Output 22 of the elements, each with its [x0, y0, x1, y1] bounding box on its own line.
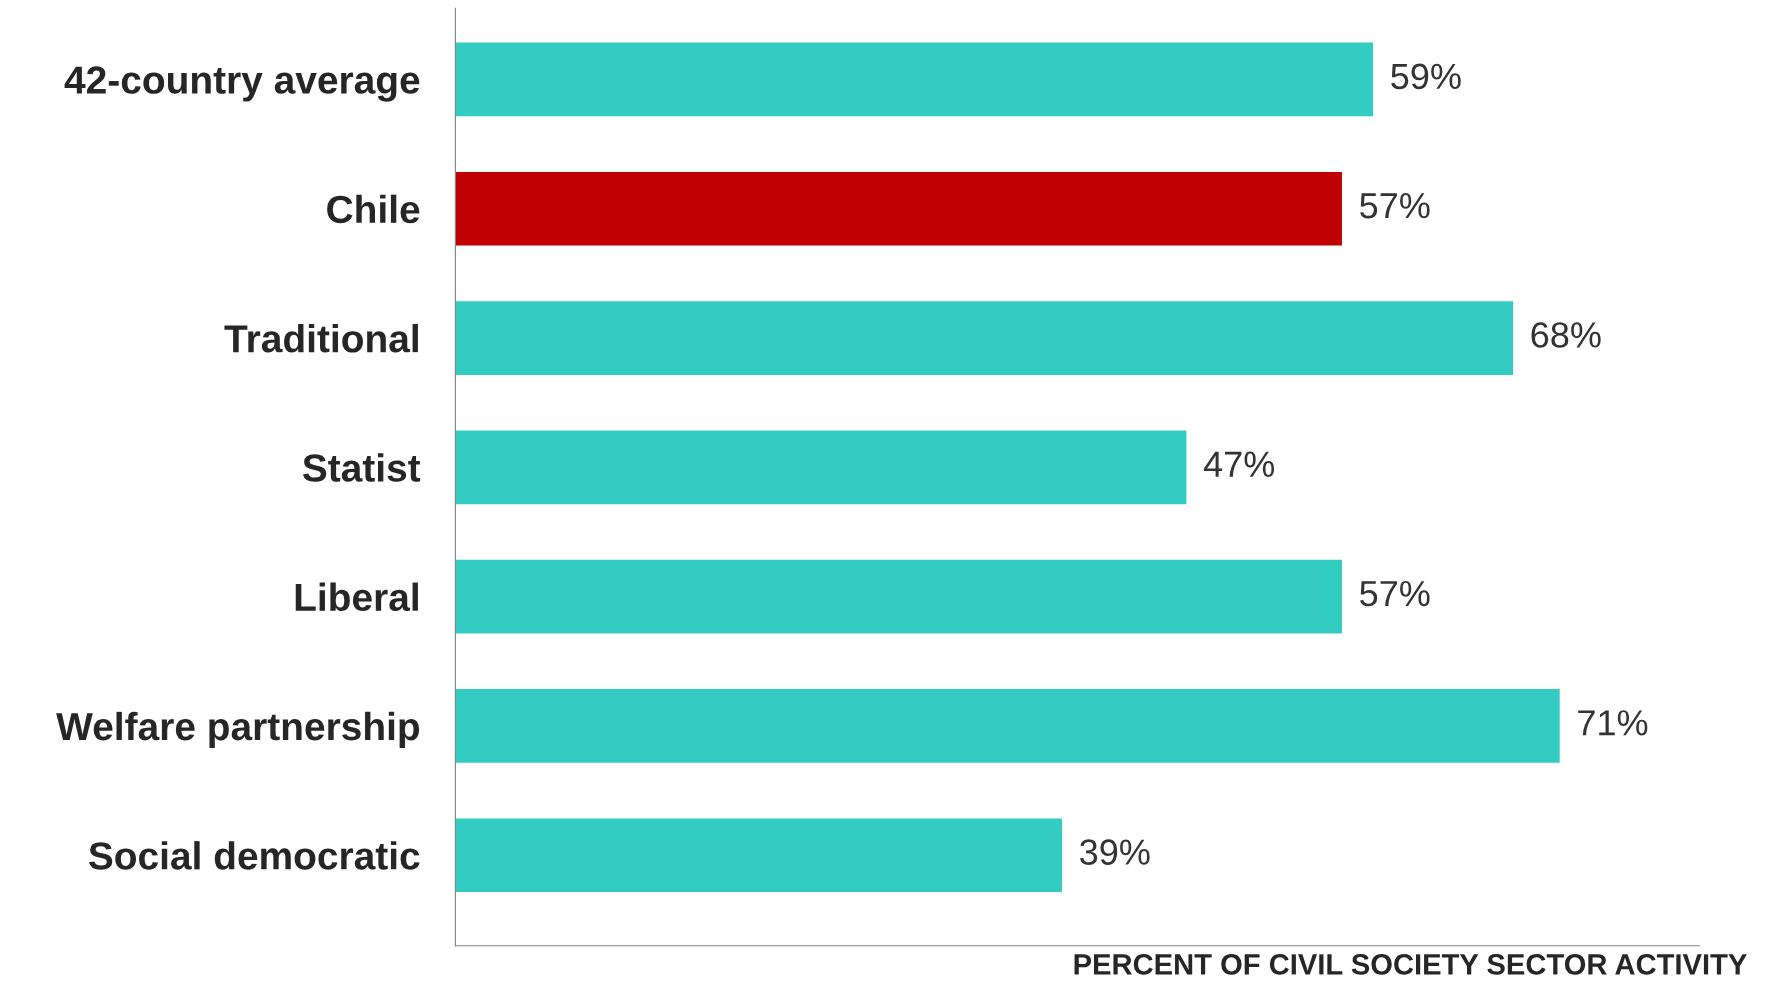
- data-label: 57%: [1360, 193, 1430, 219]
- data-label: 39%: [1080, 839, 1150, 865]
- y-tick-label: Welfare partnership: [56, 711, 420, 749]
- data-label: 68%: [1531, 322, 1601, 348]
- bar: [455, 689, 1560, 763]
- bar: [455, 430, 1187, 505]
- data-label: 57%: [1360, 580, 1430, 607]
- data-label: 47%: [1203, 451, 1275, 477]
- y-tick-label: 42-country average: [64, 66, 420, 102]
- x-axis-title: PERCENT OF CIVIL SOCIETY SECTOR ACTIVITY: [1074, 954, 1747, 975]
- y-tick-label: Statist: [302, 453, 421, 482]
- y-tick-label: Social democratic: [88, 841, 420, 870]
- data-label: 59%: [1391, 63, 1461, 90]
- y-tick-label: Traditional: [224, 323, 418, 353]
- bar: [455, 559, 1342, 634]
- y-tick-label: Chile: [327, 194, 420, 224]
- bar: [455, 42, 1374, 117]
- bar: [455, 171, 1342, 246]
- y-tick-label: Liberal: [295, 582, 418, 612]
- bar: [455, 818, 1062, 893]
- bar: [455, 301, 1514, 375]
- data-label: 71%: [1578, 710, 1648, 736]
